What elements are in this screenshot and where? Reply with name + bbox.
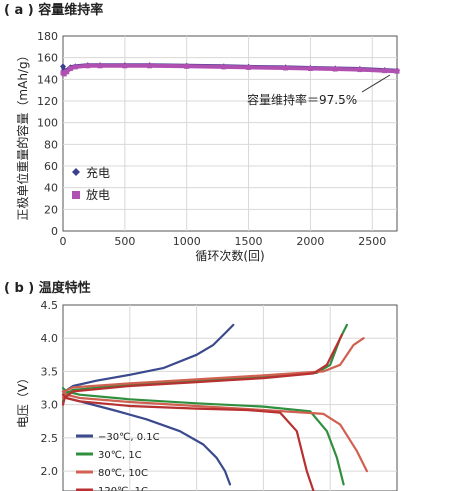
data-point (332, 66, 338, 72)
panel-a-x-axis-label: 循环次数(回) (195, 248, 264, 263)
panel-a-x-tick-label: 1000 (173, 235, 201, 248)
panel-b-y-ticks: 2.0 2.5 3.0 3.5 4.0 4.5 (41, 299, 59, 478)
data-point (357, 67, 363, 73)
panel-a-series-discharge (60, 63, 400, 77)
curve-charge (61, 333, 343, 406)
data-point (60, 63, 66, 70)
panel-b-series (61, 323, 368, 491)
panel-b-title: ( b ) 温度特性 (4, 280, 91, 296)
legend-label: 120℃, 1C (98, 486, 148, 491)
data-point (283, 65, 289, 71)
panel-a-series (60, 62, 400, 77)
panel-a-legend: 充电 放电 (72, 165, 110, 202)
data-point (97, 63, 103, 69)
panel-b-legend: −30℃, 0.1C 30℃, 1C 80℃, 10C 120℃, 1C (76, 432, 160, 491)
panel-a-title: ( a ) 容量维持率 (4, 2, 103, 18)
panel-a-x-tick-label: 2500 (358, 235, 386, 248)
data-point (394, 68, 400, 74)
data-point (122, 63, 128, 69)
panel-a-y-tick-label: 0 (51, 225, 58, 238)
panel-b-series-3 (61, 333, 343, 491)
curve-discharge (61, 386, 345, 486)
panel-a-x-ticks: 0 500 1000 1500 2000 2500 (60, 235, 387, 248)
data-point (307, 66, 313, 71)
legend-marker-charge (72, 168, 80, 176)
legend-label: 30℃, 1C (98, 450, 142, 461)
panel-b-y-tick-label: 4.5 (41, 299, 59, 312)
panel-b-y-tick-label: 3.5 (41, 365, 59, 378)
curve-discharge (61, 390, 368, 473)
panel-a-annotation: 容量维持率＝97.5% (247, 92, 357, 107)
panel-a-x-tick-label: 2000 (296, 235, 324, 248)
panel-b-y-axis-label: 电压（V） (16, 372, 30, 428)
panel-a-y-tick-label: 180 (37, 30, 58, 43)
panel-b-series-2 (61, 337, 368, 473)
panel-a-y-tick-label: 60 (44, 160, 58, 173)
panel-a-y-tick-label: 140 (37, 73, 58, 86)
legend-label: −30℃, 0.1C (98, 432, 160, 443)
legend-label-discharge: 放电 (86, 187, 110, 202)
data-point (85, 63, 91, 69)
panel-a-annotation-pointer (361, 74, 391, 93)
data-point (67, 66, 73, 71)
curve-charge (61, 337, 365, 400)
panel-a-y-tick-label: 100 (37, 117, 58, 130)
legend-label: 80℃, 10C (98, 468, 148, 479)
panel-a-y-tick-label: 80 (44, 138, 58, 151)
legend-marker-discharge (72, 191, 80, 199)
data-point (382, 68, 388, 74)
panel-b-y-tick-label: 4.0 (41, 332, 59, 345)
panel-a-y-ticks: 0 20 40 60 80 100 120 140 160 180 (37, 30, 58, 238)
panel-b-y-tick-label: 2.5 (41, 432, 59, 445)
panel-b-grid (63, 305, 397, 491)
curve-discharge (61, 393, 315, 491)
data-point (72, 64, 78, 70)
panel-b-y-tick-label: 2.0 (41, 465, 59, 478)
data-point (64, 69, 70, 75)
panel-b-y-tick-label: 3.0 (41, 399, 59, 412)
data-point (221, 64, 227, 70)
data-point (246, 64, 252, 70)
panel-a-y-tick-label: 40 (44, 182, 58, 195)
panel-a-x-tick-label: 0 (60, 235, 67, 248)
panel-a-y-tick-label: 120 (37, 95, 58, 108)
legend-label-charge: 充电 (86, 165, 110, 180)
panel-a-y-axis-label: 正极单位重量的容量（mAh/g） (15, 49, 30, 220)
panel-a-y-tick-label: 20 (44, 203, 58, 216)
panel-a-y-tick-label: 160 (37, 52, 58, 65)
panel-a-x-tick-label: 500 (114, 235, 135, 248)
data-point (184, 63, 190, 69)
panel-b-series-1 (61, 323, 348, 486)
data-point (147, 63, 153, 69)
panel-a-x-tick-label: 1500 (235, 235, 263, 248)
